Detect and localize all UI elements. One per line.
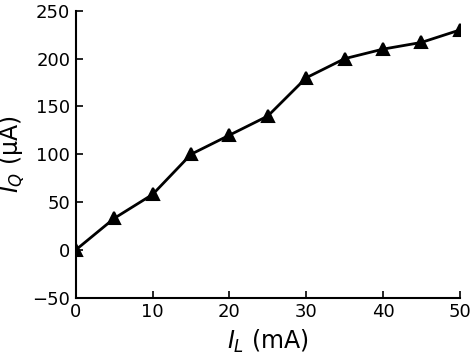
X-axis label: $I_{L}$ (mA): $I_{L}$ (mA) — [227, 328, 309, 355]
Y-axis label: $I_{Q}$ (μA): $I_{Q}$ (μA) — [0, 115, 27, 193]
